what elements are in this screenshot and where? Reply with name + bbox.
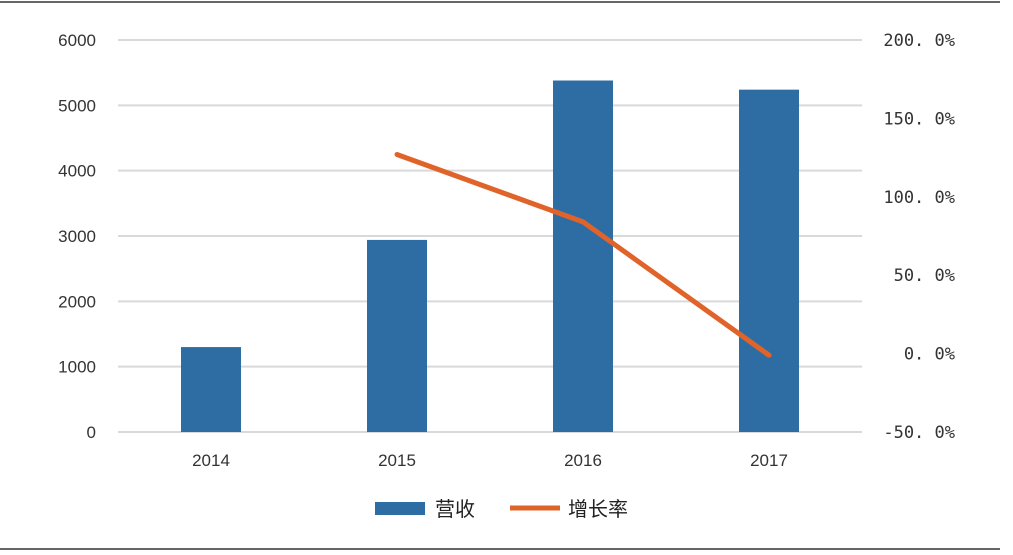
line-series <box>394 151 772 358</box>
x-tick-label: 2015 <box>378 451 416 470</box>
left-tick-label: 5000 <box>58 96 96 115</box>
right-axis: -50. 0% 0. 0% 50. 0% 100. 0% 150. 0% 200. 0% <box>883 31 955 443</box>
left-tick-label: 6000 <box>58 31 96 50</box>
left-tick-label: 4000 <box>58 162 96 181</box>
bar-series <box>181 80 799 433</box>
right-tick-label: 0. 0% <box>904 345 955 365</box>
legend-label-bar: 营收 <box>435 497 475 521</box>
right-tick-label: -50. 0% <box>883 423 955 443</box>
legend-swatch-bar <box>375 502 425 515</box>
right-tick-label: 150. 0% <box>883 109 955 129</box>
left-tick-label: 1000 <box>58 358 96 377</box>
right-tick-label: 50. 0% <box>894 266 955 286</box>
legend-label-line: 增长率 <box>568 497 628 521</box>
bar-2015 <box>367 239 427 432</box>
x-tick-label: 2016 <box>564 451 602 470</box>
left-tick-label: 0 <box>87 423 96 442</box>
x-tick-label: 2014 <box>192 451 230 470</box>
right-tick-label: 100. 0% <box>883 188 955 208</box>
bar-2014 <box>181 347 241 432</box>
legend: 营收 增长率 <box>375 497 628 521</box>
left-tick-label: 2000 <box>58 292 96 311</box>
bar-2017 <box>739 89 799 433</box>
left-axis: 0 1000 2000 3000 4000 5000 6000 <box>58 31 96 442</box>
x-tick-label: 2017 <box>750 451 788 470</box>
gridlines <box>118 39 862 433</box>
left-tick-label: 3000 <box>58 227 96 246</box>
bar-2016 <box>553 80 613 433</box>
x-axis: 2014 2015 2016 2017 <box>192 451 788 470</box>
right-tick-label: 200. 0% <box>883 31 955 51</box>
